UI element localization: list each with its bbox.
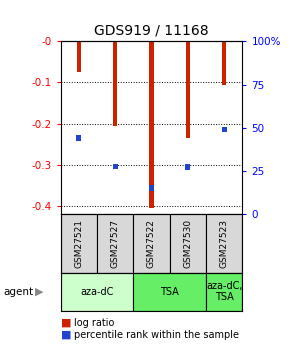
Text: TSA: TSA (160, 287, 179, 296)
Text: percentile rank within the sample: percentile rank within the sample (74, 330, 239, 339)
Bar (76, 135, 81, 141)
Text: ▶: ▶ (35, 287, 43, 296)
Bar (149, 185, 154, 191)
Bar (222, 41, 226, 85)
Text: GSM27521: GSM27521 (74, 219, 83, 268)
Text: agent: agent (3, 287, 33, 296)
Text: log ratio: log ratio (74, 318, 115, 327)
Text: ■: ■ (61, 330, 71, 339)
Bar (77, 41, 81, 72)
Title: GDS919 / 11168: GDS919 / 11168 (94, 23, 209, 38)
Bar (133, 214, 170, 273)
Bar (97, 214, 133, 273)
Bar (222, 127, 227, 132)
Text: aza-dC: aza-dC (80, 287, 114, 296)
Bar (170, 214, 206, 273)
Bar (61, 273, 133, 310)
Bar (133, 273, 206, 310)
Text: GSM27527: GSM27527 (111, 219, 120, 268)
Text: GSM27522: GSM27522 (147, 219, 156, 268)
Bar (206, 273, 242, 310)
Text: aza-dC,
TSA: aza-dC, TSA (206, 281, 242, 302)
Bar (149, 41, 154, 208)
Bar (113, 164, 118, 169)
Text: ■: ■ (61, 318, 71, 327)
Bar (113, 41, 117, 126)
Bar (206, 214, 242, 273)
Text: GSM27523: GSM27523 (220, 219, 229, 268)
Bar (186, 41, 190, 138)
Bar (185, 165, 190, 170)
Text: GSM27530: GSM27530 (183, 219, 192, 268)
Bar (61, 214, 97, 273)
